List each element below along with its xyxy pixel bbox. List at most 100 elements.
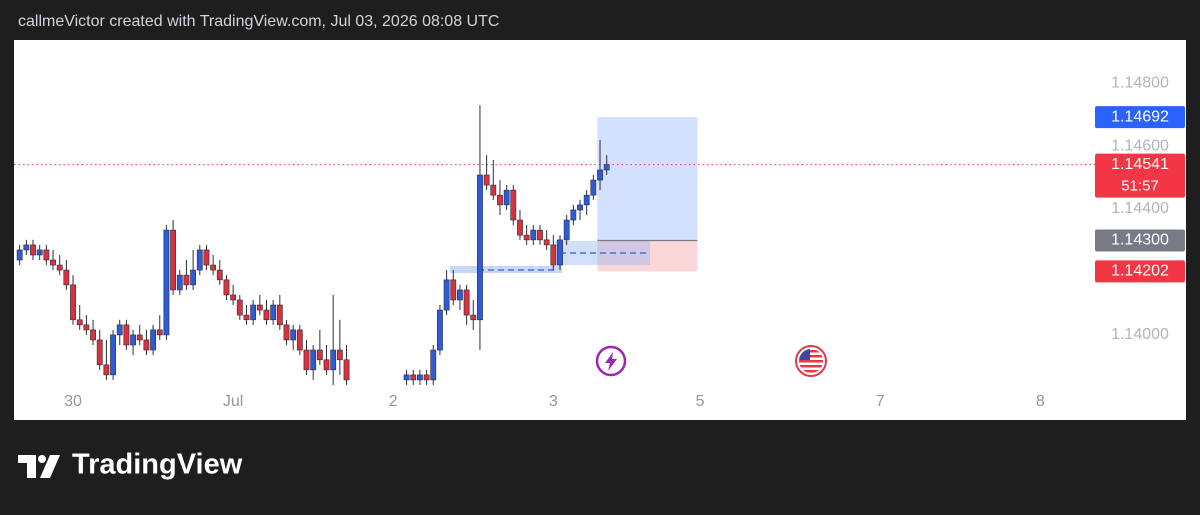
candle-body	[250, 304, 257, 321]
candle-body	[210, 264, 217, 271]
candle-body	[470, 314, 477, 321]
candle-body	[283, 324, 290, 341]
stripe	[799, 360, 823, 363]
candle-body	[136, 334, 143, 341]
candle-body	[443, 279, 450, 311]
candle-body	[76, 319, 83, 326]
price-label: 1.14202	[1111, 263, 1169, 280]
candle-body	[50, 259, 56, 266]
candle-body	[303, 349, 310, 371]
candle-body	[63, 269, 70, 286]
candle-body	[523, 234, 530, 241]
canton	[799, 349, 810, 360]
x-tick-label: Jul	[223, 393, 243, 410]
candle-body	[276, 304, 283, 326]
price-label: 1.14692	[1111, 108, 1169, 125]
logo-mark	[18, 455, 36, 478]
candle-body	[497, 194, 503, 206]
target-zone	[597, 117, 698, 241]
candle-body	[477, 174, 483, 321]
event-icons	[595, 345, 827, 377]
countdown: 51:57	[1121, 178, 1159, 195]
zones	[450, 241, 650, 273]
zone	[450, 266, 562, 273]
candle-body	[43, 249, 50, 261]
candle-body	[510, 189, 517, 221]
candle-body	[503, 189, 510, 206]
candle-body	[190, 269, 197, 286]
candle-body	[156, 329, 163, 336]
stripe	[799, 365, 823, 368]
stripe	[799, 355, 823, 358]
candle-body	[550, 244, 557, 266]
stripe	[799, 350, 823, 353]
candle-body	[603, 164, 610, 171]
candle-body	[216, 269, 223, 281]
y-tick-label: 1.14600	[1111, 137, 1169, 154]
candle-body	[310, 349, 317, 371]
candle-body	[490, 184, 497, 196]
x-tick-label: 7	[876, 393, 885, 410]
candle-body	[430, 349, 437, 381]
candle-body	[230, 294, 237, 301]
candle-body	[203, 249, 210, 266]
candle-body	[296, 329, 303, 351]
candle-body	[123, 324, 130, 346]
candle-body	[557, 239, 563, 266]
candle-body	[423, 374, 430, 381]
candle-body	[223, 279, 230, 296]
candle-body	[150, 329, 156, 351]
candle-body	[236, 299, 243, 316]
candle-body	[290, 329, 297, 341]
price-label-box	[1095, 153, 1185, 198]
candle-body	[70, 284, 76, 321]
candle-body	[170, 229, 176, 291]
x-tick-label: 30	[64, 393, 82, 410]
logo-slash	[40, 455, 60, 478]
candle-body	[483, 174, 490, 186]
logo-dot	[38, 455, 46, 463]
price-label-box	[1095, 106, 1185, 129]
candle-body	[437, 309, 443, 351]
candle-body	[90, 329, 96, 341]
x-tick-label: 8	[1036, 393, 1045, 410]
candle-body	[103, 364, 110, 376]
price-label-box	[1095, 260, 1185, 283]
candle-body	[163, 229, 170, 336]
candle-body	[243, 314, 250, 321]
x-tick-label: 5	[696, 393, 705, 410]
candle-body	[16, 249, 23, 261]
candles	[16, 105, 610, 385]
candle-body	[270, 304, 277, 321]
lightning	[605, 352, 617, 371]
price-label: 1.14541	[1111, 156, 1169, 173]
candle-body	[463, 289, 470, 316]
candle-body	[83, 324, 90, 331]
y-tick-label: 1.14400	[1111, 200, 1169, 217]
y-tick-label: 1.14800	[1111, 74, 1169, 91]
candle-body	[110, 334, 116, 376]
x-tick-label: 2	[389, 393, 398, 410]
price-label-box	[1095, 229, 1185, 252]
candle-body	[56, 264, 63, 271]
candle-body	[116, 324, 123, 336]
candle-body	[343, 359, 350, 381]
stop-zone	[597, 240, 698, 272]
us-flag	[799, 349, 823, 373]
candle-body	[323, 359, 330, 371]
candle-body	[316, 349, 323, 361]
candle-body	[403, 374, 410, 381]
stripe	[799, 370, 823, 373]
candle-body	[23, 244, 30, 251]
candle-body	[130, 334, 136, 346]
candle-body	[183, 274, 190, 286]
candle-body	[517, 219, 523, 236]
candle-body	[330, 349, 337, 371]
candle-body	[597, 169, 603, 181]
header-text: callmeVictor created with TradingView.co…	[18, 13, 499, 30]
price-label: 1.14300	[1111, 232, 1169, 249]
candle-body	[530, 229, 537, 241]
candle-body	[563, 219, 570, 241]
candle-body	[256, 304, 263, 311]
